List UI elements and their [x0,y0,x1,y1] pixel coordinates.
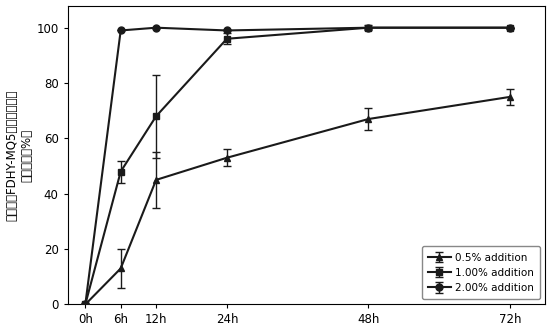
Legend: 0.5% addition, 1.00% addition, 2.00% addition: 0.5% addition, 1.00% addition, 2.00% add… [422,246,540,299]
Y-axis label: 不同浓度FDHY-MQ5对米氏凯伦藻
的溶藻率（%）: 不同浓度FDHY-MQ5对米氏凯伦藻 的溶藻率（%） [6,89,34,221]
